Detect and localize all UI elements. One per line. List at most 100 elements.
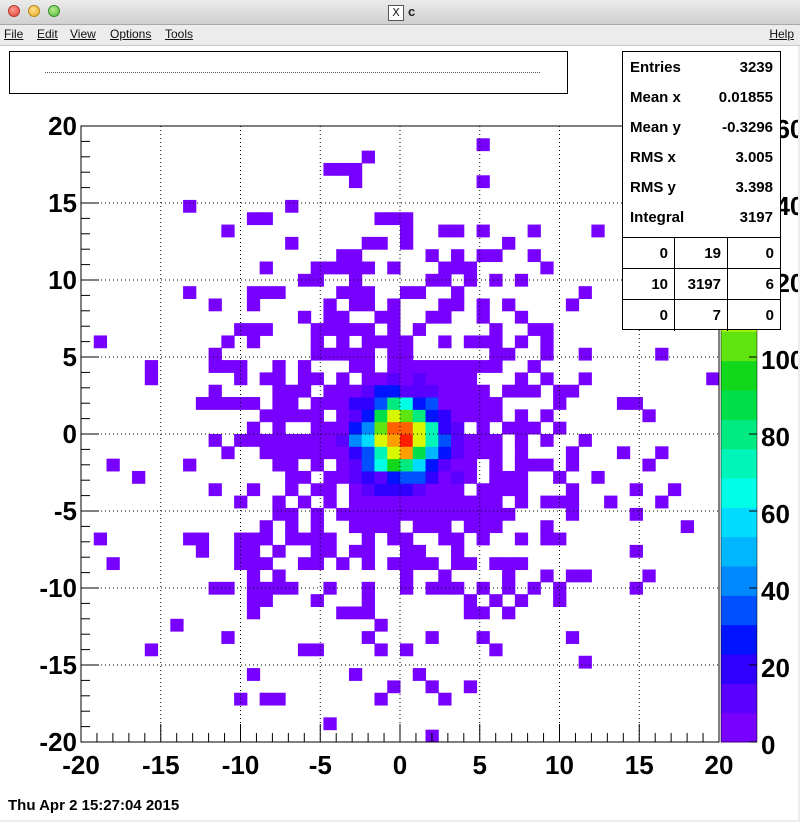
histogram-bin [144,372,159,386]
histogram-bin [489,483,503,497]
stats-meany-value: -0.3296 [722,119,773,136]
histogram-bin [578,569,592,583]
histogram-bin [323,495,337,509]
histogram-bin [272,397,286,410]
histogram-bin [476,335,490,349]
histogram-bin [387,335,401,349]
y-tick-label: 15 [48,188,77,218]
stats-meany-row: Mean y -0.3296 [623,112,780,142]
histogram-bin [221,397,235,410]
histogram-bin [195,532,210,546]
minimize-button[interactable] [28,5,40,17]
histogram-bin [463,557,478,571]
histogram-bin [438,692,452,706]
histogram-bin [387,680,401,694]
histogram-bin [259,434,273,447]
histogram-bin [336,557,350,571]
histogram-bin [463,470,478,484]
stats-rmsy-row: RMS y 3.398 [623,172,780,202]
histogram-bin [425,581,439,595]
histogram-bin [400,347,414,361]
histogram-bin [400,236,414,250]
histogram-bin [361,446,375,460]
menu-file[interactable]: File [4,27,23,41]
histogram-bin [208,581,222,595]
histogram-bin [425,409,439,423]
histogram-bin [553,470,567,484]
histogram-bin [616,397,631,410]
histogram-bin [540,520,554,534]
histogram-bin [489,470,503,484]
menu-bar: File Edit View Options Tools Help [0,25,800,46]
histogram-bin [540,409,554,423]
close-button[interactable] [8,5,20,17]
histogram-bin [514,446,529,460]
histogram-bin [412,520,427,534]
histogram-bin [425,631,439,644]
histogram-bin [489,323,503,336]
histogram-bin [336,335,350,349]
histogram-bin [297,470,312,484]
stats-integral-value: 3197 [739,209,773,226]
histogram-bin [170,618,184,632]
histogram-bin [259,581,273,595]
histogram-bin [540,372,554,386]
menu-help[interactable]: Help [769,27,794,41]
histogram-bin [272,544,286,558]
histogram-bin [272,581,286,595]
histogram-bin [387,507,401,521]
histogram-bin [451,544,465,558]
histogram-bin [425,507,439,521]
histogram-bin [463,495,478,509]
menu-options[interactable]: Options [110,27,151,41]
histogram-bin [655,347,669,361]
y-tick-label: 0 [63,419,77,449]
histogram-bin [425,384,439,398]
y-tick-label: 20 [48,111,77,141]
x-tick-label: 15 [625,750,654,780]
histogram-bin [348,261,363,275]
histogram-bin [246,335,261,349]
histogram-bin [310,557,324,571]
histogram-bin [463,507,478,521]
stats-entries-label: Entries [630,59,681,76]
menu-view[interactable]: View [70,27,96,41]
histogram-bin [310,261,324,275]
palette-swatch [721,390,757,420]
histogram-bin [438,520,452,534]
histogram-bin [438,261,452,275]
x-tick-label: -5 [309,750,332,780]
histogram-bin [489,458,503,472]
histogram-bin [336,446,350,460]
palette-swatch [721,712,757,743]
menu-edit[interactable]: Edit [37,27,58,41]
histogram-bin [361,360,375,373]
histogram-bin [667,483,682,497]
histogram-bin [438,310,452,324]
histogram-bin [221,446,235,460]
histogram-bin [502,470,516,484]
histogram-bin [361,261,375,275]
histogram-bin [400,434,414,447]
histogram-bin [476,397,490,410]
y-tick-label: -10 [39,573,77,603]
histogram-bin [374,483,388,497]
histogram-bin [246,483,261,497]
histogram-bin [387,532,401,546]
histogram-bin [527,384,541,398]
histogram-bin [234,557,248,571]
menu-view-label: View [70,27,96,41]
histogram-bin [438,360,452,373]
histogram-bin [361,298,375,312]
menu-tools[interactable]: Tools [165,27,193,41]
histogram-bin [297,360,312,373]
histogram-bin [400,421,414,435]
palette-swatch [721,360,757,391]
histogram-bin [297,495,312,509]
overflow-cell: 3197 [675,269,728,300]
maximize-button[interactable] [48,5,60,17]
histogram-bin [285,397,299,410]
histogram-bin [438,446,452,460]
histogram-bin [400,532,414,546]
histogram-bin [297,532,312,546]
